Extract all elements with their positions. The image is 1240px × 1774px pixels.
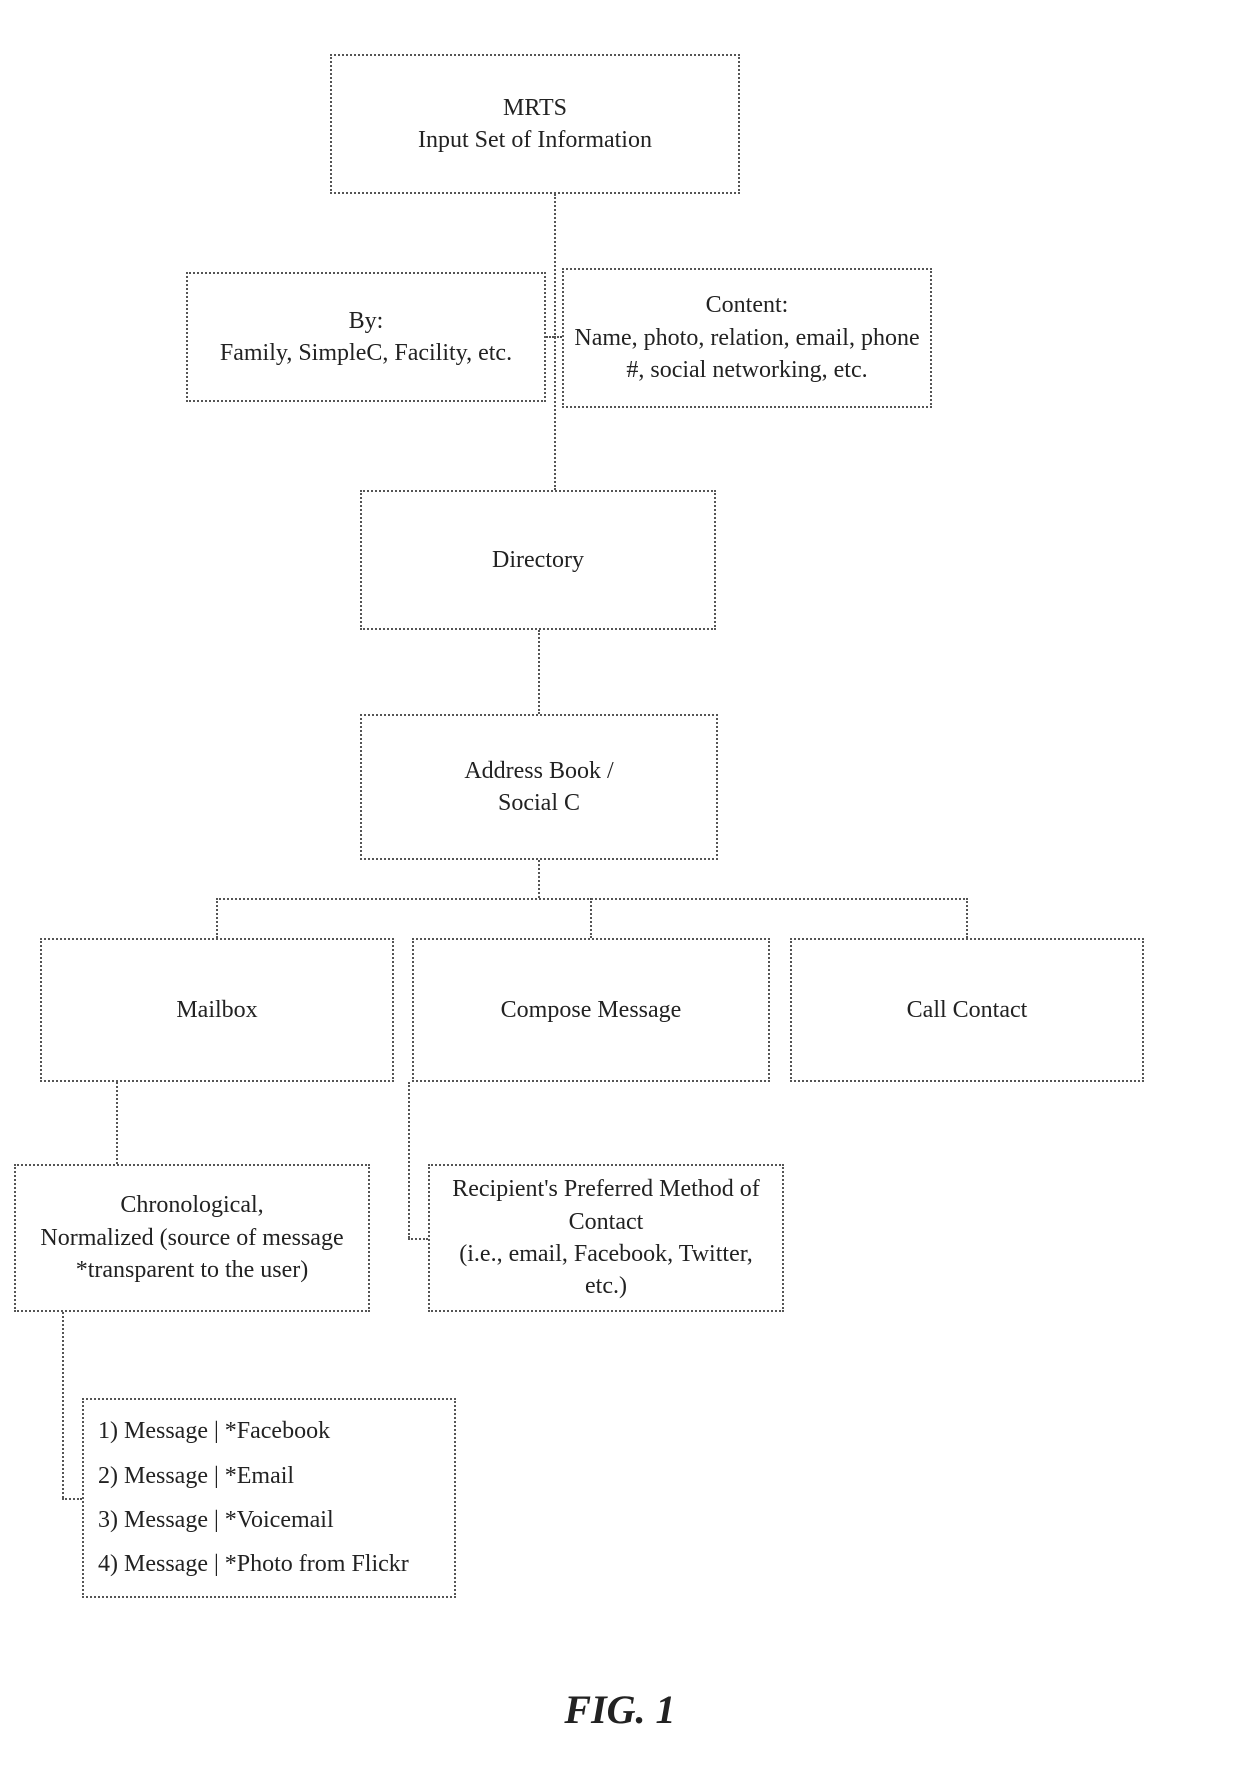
node-mrts-line1: MRTS <box>503 92 567 124</box>
diagram-canvas: MRTS Input Set of Information By: Family… <box>0 0 1240 1774</box>
node-content-line1: Content: <box>706 289 789 321</box>
node-message-list: 1) Message | *Facebook 2) Message | *Ema… <box>82 1398 456 1598</box>
node-by-line1: By: <box>349 305 384 337</box>
node-by-line2: Family, SimpleC, Facility, etc. <box>220 337 512 369</box>
edge-compose-recipient-v <box>408 1082 410 1238</box>
node-chron-line1: Chronological, <box>120 1189 263 1221</box>
node-call-contact: Call Contact <box>790 938 1144 1082</box>
node-recipient-line2: (i.e., email, Facebook, Twitter, etc.) <box>438 1238 774 1303</box>
node-address-book: Address Book / Social C <box>360 714 718 860</box>
node-address-line1: Address Book / <box>464 755 613 787</box>
figure-caption: FIG. 1 <box>520 1686 720 1733</box>
edge-bus-mailbox <box>216 898 218 938</box>
node-by: By: Family, SimpleC, Facility, etc. <box>186 272 546 402</box>
node-mailbox-line1: Mailbox <box>176 994 257 1026</box>
node-recipient-line1: Recipient's Preferred Method of Contact <box>438 1173 774 1238</box>
message-item-1: 1) Message | *Facebook <box>98 1415 330 1447</box>
node-mrts-line2: Input Set of Information <box>418 124 652 156</box>
edge-chron-messages-h <box>62 1498 82 1500</box>
edge-bus-compose <box>590 898 592 938</box>
node-content: Content: Name, photo, relation, email, p… <box>562 268 932 408</box>
edge-mrts-directory <box>554 194 556 490</box>
node-compose-line1: Compose Message <box>501 994 682 1026</box>
node-call-line1: Call Contact <box>907 994 1028 1026</box>
edge-bus-call <box>966 898 968 938</box>
node-chron-line2: Normalized (source of message *transpare… <box>24 1222 360 1287</box>
node-mrts: MRTS Input Set of Information <box>330 54 740 194</box>
node-content-line2: Name, photo, relation, email, phone #, s… <box>572 322 922 387</box>
message-item-4: 4) Message | *Photo from Flickr <box>98 1548 409 1580</box>
edge-chron-messages-v <box>62 1312 64 1498</box>
edge-compose-recipient-h <box>408 1238 428 1240</box>
edge-bus <box>216 898 968 900</box>
node-recipient-preferred: Recipient's Preferred Method of Contact … <box>428 1164 784 1312</box>
message-item-2: 2) Message | *Email <box>98 1460 294 1492</box>
node-directory: Directory <box>360 490 716 630</box>
node-chronological: Chronological, Normalized (source of mes… <box>14 1164 370 1312</box>
edge-spur-by <box>546 336 554 338</box>
edge-address-bus <box>538 860 540 898</box>
node-compose-message: Compose Message <box>412 938 770 1082</box>
node-mailbox: Mailbox <box>40 938 394 1082</box>
edge-spur-content <box>554 336 562 338</box>
node-directory-line1: Directory <box>492 544 584 576</box>
edge-mailbox-chron <box>116 1082 118 1164</box>
node-address-line2: Social C <box>498 787 580 819</box>
edge-directory-address <box>538 630 540 714</box>
message-item-3: 3) Message | *Voicemail <box>98 1504 334 1536</box>
